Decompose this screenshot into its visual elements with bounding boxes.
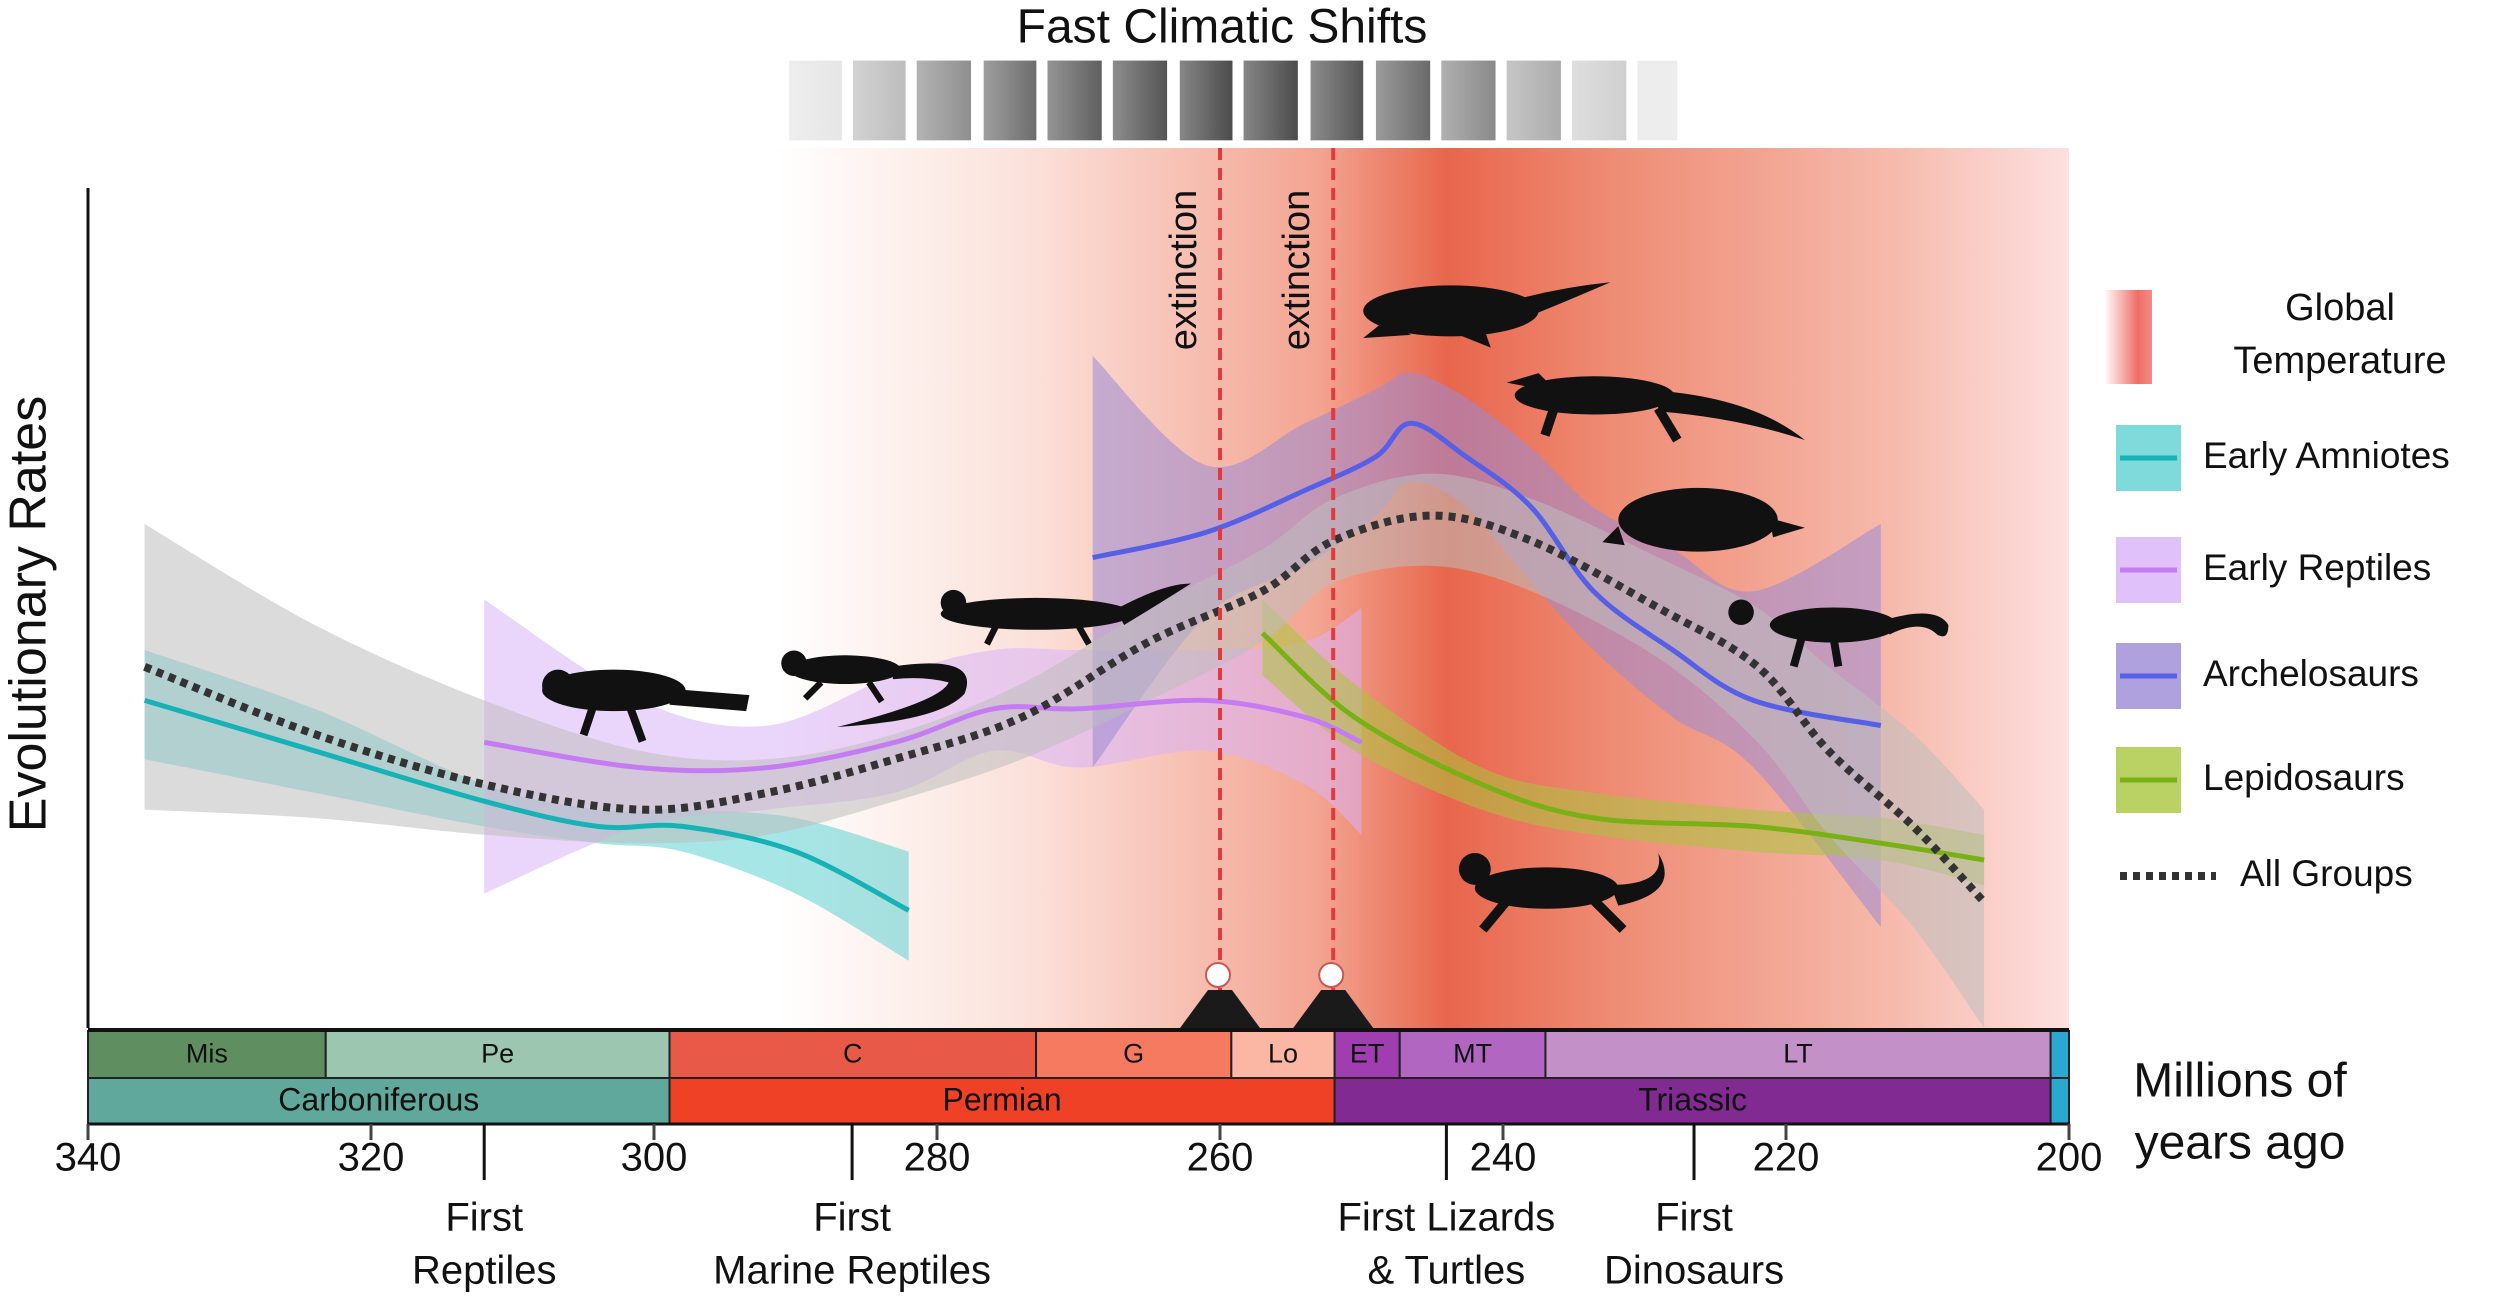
trend-line [143, 698, 910, 913]
legend-swatch-temperature [2104, 290, 2152, 384]
epoch-label: G [1123, 1039, 1144, 1069]
milestone-label: First [445, 1196, 523, 1240]
trend-line-dotted [143, 511, 1988, 905]
epoch-label: LT [1783, 1039, 1813, 1069]
x-tick-label: 240 [1470, 1136, 1537, 1180]
extinction-label: extinction [1276, 190, 1318, 351]
trend-line [1260, 631, 1985, 863]
period-label: Triassic [1638, 1081, 1747, 1117]
milestone-label: & Turtles [1367, 1249, 1525, 1293]
overlays: extinction extinction Evolutionary Rates Mi… [0, 148, 2450, 1293]
milestone-label: First [1655, 1196, 1733, 1240]
milestone-label: First Lizards [1337, 1196, 1555, 1240]
silhouettes [542, 282, 1949, 933]
volcano [1180, 990, 1260, 1028]
y-axis-title: Evolutionary Rates [0, 396, 58, 832]
legend-label: Lepidosaurs [2203, 757, 2405, 798]
epoch-label: ET [1350, 1039, 1385, 1069]
epoch-bar [324, 1030, 671, 1079]
epoch-bar [2049, 1030, 2070, 1079]
epoch-label: MT [1453, 1039, 1492, 1069]
epoch-label: Lo [1268, 1039, 1298, 1069]
period-bar [1333, 1077, 2052, 1125]
period-label: Carboniferous [278, 1081, 479, 1117]
x-tick-label: 300 [621, 1136, 688, 1180]
x-axis-title: years ago [2135, 1117, 2346, 1170]
milestone-label: Marine Reptiles [713, 1249, 991, 1293]
x-tick-label: 320 [338, 1136, 405, 1180]
plot-data [143, 356, 1988, 1029]
extinction-label: extinction [1163, 190, 1205, 351]
legend-label: Archelosaurs [2203, 653, 2419, 694]
volcano-smoke [1318, 962, 1345, 988]
period-label: Permian [943, 1081, 1062, 1117]
x-tick-label: 220 [1753, 1136, 1820, 1180]
legend-label: Temperature [2233, 340, 2446, 382]
volcano-smoke [1205, 962, 1231, 988]
volcano [1293, 990, 1374, 1028]
x-tick-label: 200 [2036, 1136, 2103, 1180]
milestone-label: Dinosaurs [1604, 1249, 1784, 1293]
epoch-label: Mis [186, 1039, 228, 1069]
climatic-shading [789, 60, 1627, 141]
epoch-label: C [843, 1039, 863, 1069]
legend-label: Early Reptiles [2203, 547, 2431, 588]
x-tick-label: 340 [55, 1136, 122, 1180]
milestone-label: Reptiles [412, 1249, 557, 1293]
x-axis-title: Millions of [2133, 1055, 2347, 1108]
trend-line [1092, 420, 1882, 729]
epoch-label: Pe [481, 1039, 514, 1069]
x-tick-label: 280 [904, 1136, 971, 1180]
chart-title: Fast Climatic Shifts [1017, 1, 1428, 54]
legend-label: Global [2285, 287, 2395, 329]
milestone-label: First [813, 1196, 891, 1240]
trend-line [483, 697, 1363, 774]
x-tick-label: 260 [1187, 1136, 1254, 1180]
legend-label: All Groups [2240, 853, 2413, 894]
epoch-bar [87, 1030, 327, 1079]
legend-label: Early Amniotes [2203, 435, 2450, 476]
confidence-band [144, 473, 1985, 1029]
epoch-bar [1544, 1030, 2052, 1079]
period-bar [2049, 1077, 2070, 1125]
confidence-band [1262, 599, 1985, 886]
